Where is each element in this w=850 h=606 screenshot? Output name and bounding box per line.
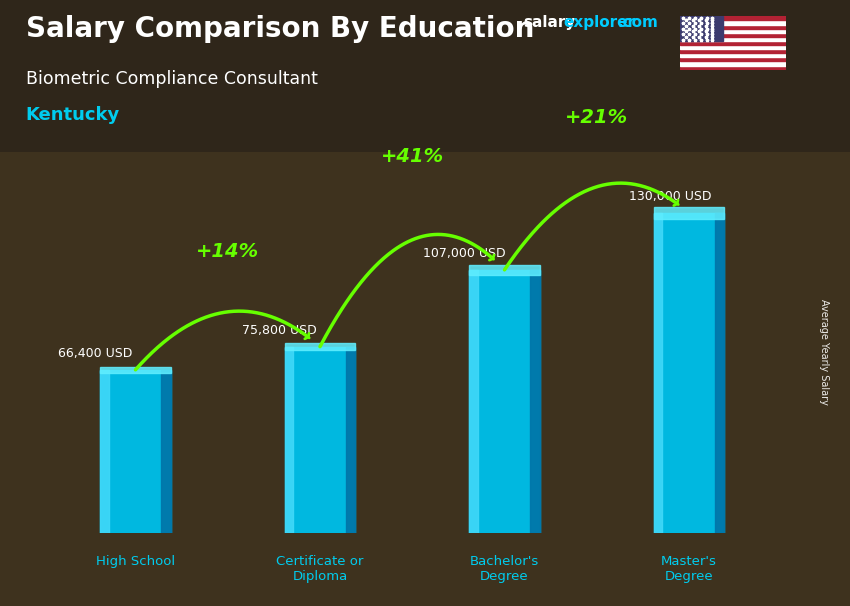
Bar [680, 28, 786, 33]
Text: Kentucky: Kentucky [26, 106, 120, 124]
Bar [680, 16, 786, 21]
Bar [285, 347, 355, 533]
Text: 66,400 USD: 66,400 USD [58, 347, 132, 360]
Text: explorer: explorer [564, 15, 636, 30]
Bar [680, 61, 786, 65]
Bar [346, 347, 355, 533]
Bar [469, 265, 540, 275]
Text: +41%: +41% [381, 147, 444, 167]
Bar [680, 37, 786, 41]
Bar [680, 33, 786, 37]
Bar [100, 367, 171, 373]
Text: 107,000 USD: 107,000 USD [422, 247, 505, 260]
Text: 130,000 USD: 130,000 USD [629, 190, 711, 204]
Bar [162, 370, 171, 533]
Text: Master's
Degree: Master's Degree [661, 556, 717, 584]
Bar [680, 25, 786, 28]
Text: .com: .com [618, 15, 659, 30]
Bar [285, 344, 355, 350]
Bar [469, 270, 540, 533]
Bar [680, 49, 786, 53]
Text: Salary Comparison By Education: Salary Comparison By Education [26, 15, 534, 43]
Bar [680, 21, 786, 25]
Bar [654, 213, 724, 533]
Bar [530, 270, 540, 533]
Bar [100, 370, 109, 533]
Text: High School: High School [96, 556, 175, 568]
Bar [680, 58, 786, 61]
Bar [680, 45, 786, 49]
Bar [680, 16, 722, 41]
Text: salary: salary [523, 15, 575, 30]
Text: Bachelor's
Degree: Bachelor's Degree [470, 556, 539, 584]
Text: Biometric Compliance Consultant: Biometric Compliance Consultant [26, 70, 317, 88]
Text: Average Yearly Salary: Average Yearly Salary [819, 299, 829, 404]
Bar [715, 213, 724, 533]
Text: Certificate or
Diploma: Certificate or Diploma [276, 556, 364, 584]
Bar [469, 270, 478, 533]
Text: +14%: +14% [196, 242, 259, 261]
Bar [654, 213, 662, 533]
Bar [654, 207, 724, 219]
Bar [680, 41, 786, 45]
Bar [680, 65, 786, 70]
Bar [285, 347, 293, 533]
Text: +21%: +21% [565, 108, 628, 127]
Bar [100, 370, 171, 533]
Bar [680, 53, 786, 58]
Text: 75,800 USD: 75,800 USD [242, 324, 317, 337]
